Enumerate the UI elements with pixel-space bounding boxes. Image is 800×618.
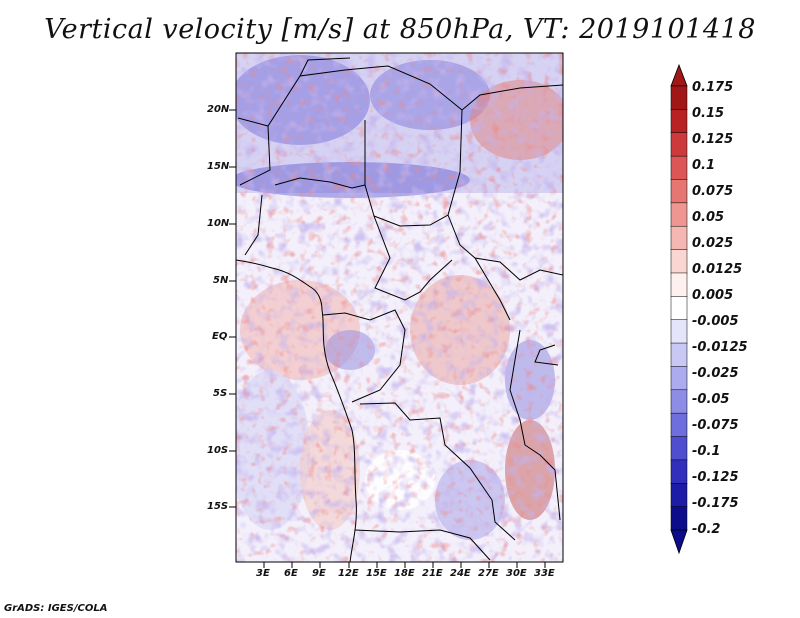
lat-label: 5S bbox=[213, 388, 228, 399]
lat-label: 5N bbox=[213, 275, 229, 286]
colorbar-label: 0.05 bbox=[692, 210, 725, 225]
colorbar-bottom-arrow bbox=[670, 529, 688, 555]
lat-label: 20N bbox=[207, 104, 230, 115]
vertical-velocity-field bbox=[236, 53, 563, 562]
colorbar-segment bbox=[670, 366, 688, 391]
lon-label: 24E bbox=[450, 568, 471, 579]
lat-label: 10N bbox=[207, 218, 230, 229]
colorbar-segment bbox=[670, 202, 688, 227]
colorbar-top-arrow bbox=[670, 63, 688, 87]
lon-label: 27E bbox=[478, 568, 499, 579]
lon-label: 30E bbox=[506, 568, 527, 579]
lat-label: 15N bbox=[207, 161, 230, 172]
colorbar-label: 0.1 bbox=[692, 158, 716, 173]
lon-label: 3E bbox=[256, 568, 270, 579]
colorbar-segment bbox=[670, 179, 688, 204]
colorbar-segment bbox=[670, 389, 688, 414]
colorbar-label: 0.125 bbox=[692, 132, 734, 147]
colorbar-segment bbox=[670, 483, 688, 508]
lat-label: 15S bbox=[207, 501, 229, 512]
colorbar-label: -0.1 bbox=[692, 444, 721, 459]
colorbar-segment bbox=[670, 459, 688, 484]
colorbar-segment bbox=[670, 109, 688, 134]
lon-label: 18E bbox=[394, 568, 415, 579]
colorbar-segment bbox=[670, 342, 688, 367]
colorbar-segment bbox=[670, 155, 688, 181]
colorbar-label: -0.2 bbox=[692, 522, 721, 537]
lon-label: 21E bbox=[422, 568, 443, 579]
colorbar-segment bbox=[670, 506, 688, 531]
colorbar-label: 0.025 bbox=[692, 236, 734, 251]
colorbar-label: -0.025 bbox=[692, 366, 739, 381]
colorbar-segment bbox=[670, 225, 688, 251]
colorbar-label: 0.005 bbox=[692, 288, 734, 303]
map-frame bbox=[235, 52, 564, 563]
colorbar-segment bbox=[670, 132, 688, 157]
colorbar-label: 0.075 bbox=[692, 184, 734, 199]
colorbar-label: 0.175 bbox=[692, 80, 734, 95]
colorbar-segment bbox=[670, 296, 688, 321]
colorbar bbox=[670, 63, 688, 555]
lon-label: 12E bbox=[338, 568, 359, 579]
colorbar-label: -0.125 bbox=[692, 470, 739, 485]
colorbar-segments bbox=[670, 85, 688, 531]
grads-credit: GrADS: IGES/COLA bbox=[4, 603, 108, 614]
lon-label: 9E bbox=[312, 568, 326, 579]
country-borders bbox=[236, 57, 563, 562]
colorbar-label: -0.05 bbox=[692, 392, 730, 407]
colorbar-label: 0.0125 bbox=[692, 262, 743, 277]
lat-label: EQ bbox=[212, 331, 228, 342]
colorbar-segment bbox=[670, 249, 688, 274]
colorbar-label: -0.0125 bbox=[692, 340, 748, 355]
colorbar-segment bbox=[670, 412, 688, 438]
lon-label: 6E bbox=[284, 568, 298, 579]
colorbar-label: -0.175 bbox=[692, 496, 739, 511]
lat-label: 10S bbox=[207, 445, 229, 456]
colorbar-segment bbox=[670, 319, 688, 344]
colorbar-label: -0.075 bbox=[692, 418, 739, 433]
colorbar-label: -0.005 bbox=[692, 314, 739, 329]
colorbar-label: 0.15 bbox=[692, 106, 725, 121]
colorbar-segment bbox=[670, 272, 688, 297]
lon-label: 33E bbox=[534, 568, 555, 579]
axis-ticks bbox=[229, 109, 546, 568]
colorbar-segment bbox=[670, 85, 688, 110]
lon-label: 15E bbox=[366, 568, 387, 579]
colorbar-segment bbox=[670, 436, 688, 461]
map-title: Vertical velocity [m/s] at 850hPa, VT: 2… bbox=[44, 14, 756, 45]
